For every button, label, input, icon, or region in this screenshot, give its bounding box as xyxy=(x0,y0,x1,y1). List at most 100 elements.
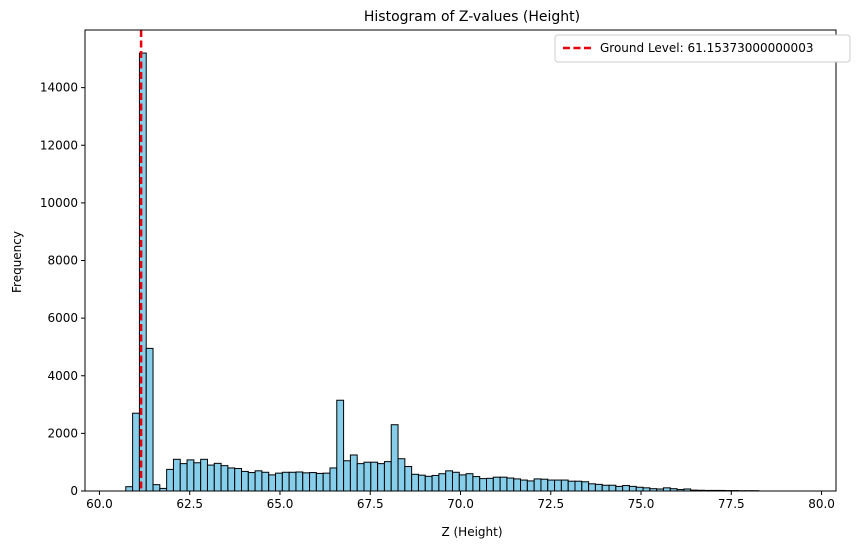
x-axis-ticks: 60.0 62.5 65.0 67.5 70.0 72.5 75.0 77.5 80.0 xyxy=(86,491,835,511)
histogram-bar xyxy=(329,467,338,492)
histogram-bar xyxy=(554,479,562,492)
y-tick-label: 14000 xyxy=(40,81,78,95)
histogram-bar xyxy=(309,472,317,492)
histogram-bar xyxy=(241,470,249,492)
histogram-bar xyxy=(397,458,406,492)
histogram-bar xyxy=(166,468,174,492)
histogram-bar xyxy=(172,458,181,492)
legend-box xyxy=(554,34,851,63)
y-tick-label: 6000 xyxy=(47,311,78,325)
histogram-bar xyxy=(499,476,508,492)
histogram-bar xyxy=(186,459,195,492)
y-tick-label: 0 xyxy=(70,484,78,498)
histogram-bar xyxy=(213,462,222,492)
histogram-bar xyxy=(152,484,161,492)
y-tick-label: 2000 xyxy=(47,426,78,440)
histogram-bar xyxy=(193,462,202,492)
x-tick-label: 60.0 xyxy=(86,497,113,511)
x-tick-label: 70.0 xyxy=(447,497,474,511)
histogram-bar xyxy=(275,472,283,492)
histogram-bar xyxy=(465,473,474,492)
histogram-bar xyxy=(336,399,345,492)
histogram-bar xyxy=(594,483,603,492)
x-tick-label: 72.5 xyxy=(537,497,564,511)
histogram-bar xyxy=(567,480,576,492)
histogram-bar xyxy=(234,468,243,492)
y-tick-label: 8000 xyxy=(47,254,78,268)
histogram-bar xyxy=(302,472,311,492)
histogram-bar xyxy=(370,461,379,492)
legend-label: Ground Level: 61.15373000000003 xyxy=(600,41,813,55)
x-tick-label: 75.0 xyxy=(628,497,655,511)
histogram-bar xyxy=(356,463,365,492)
histogram-bar xyxy=(363,461,372,492)
y-axis-label: Frequency xyxy=(10,231,24,293)
histogram-bar xyxy=(424,475,433,492)
histogram-bar xyxy=(200,458,208,492)
histogram-bar xyxy=(145,347,154,492)
histogram-bar xyxy=(349,454,358,492)
histogram-bar xyxy=(513,478,522,492)
histogram-bar xyxy=(431,474,440,492)
histogram-bar xyxy=(506,477,515,492)
histogram-bar xyxy=(343,460,351,492)
y-tick-label: 4000 xyxy=(47,369,78,383)
histogram-bar xyxy=(206,464,215,492)
x-tick-label: 65.0 xyxy=(267,497,294,511)
x-tick-label: 80.0 xyxy=(808,497,835,511)
histogram-bar xyxy=(445,470,453,492)
histogram-bar xyxy=(526,480,535,492)
histogram-bar xyxy=(179,463,188,492)
histogram-bar xyxy=(622,485,630,492)
x-tick-label: 62.5 xyxy=(176,497,203,511)
histogram-bar xyxy=(281,471,290,492)
x-tick-label: 77.5 xyxy=(718,497,745,511)
histogram-bar xyxy=(451,471,460,492)
histogram-bar xyxy=(486,477,494,492)
histogram-bar xyxy=(520,479,528,492)
histogram-bar xyxy=(254,470,263,492)
histogram-bar xyxy=(268,474,277,492)
histogram-bar xyxy=(581,481,590,492)
y-tick-label: 10000 xyxy=(40,196,78,210)
histogram-bar xyxy=(411,473,419,492)
x-axis-label: Z (Height) xyxy=(441,525,502,539)
histogram-bar xyxy=(383,461,392,492)
histogram-bar xyxy=(547,479,556,492)
histogram-bar xyxy=(458,474,467,492)
histogram-bar xyxy=(261,471,270,492)
histogram-bar xyxy=(417,474,426,492)
histogram-bar xyxy=(472,476,481,492)
histogram-bar xyxy=(377,463,385,492)
histogram-bar xyxy=(322,472,331,492)
histogram-bar xyxy=(125,486,134,492)
y-axis-ticks: 0 2000 4000 6000 8000 10000 12000 14000 xyxy=(40,81,85,498)
histogram-bar xyxy=(288,471,297,492)
bars-group xyxy=(125,52,760,492)
histogram-bar xyxy=(390,424,399,492)
chart-title: Histogram of Z-values (Height) xyxy=(364,9,580,25)
histogram-bar xyxy=(227,467,236,492)
histogram-bar xyxy=(635,486,644,492)
histogram-bar xyxy=(540,478,549,492)
histogram-bar xyxy=(560,479,569,492)
legend: Ground Level: 61.15373000000003 xyxy=(554,34,851,63)
histogram-bar xyxy=(315,472,324,492)
histogram-bar xyxy=(132,412,140,492)
histogram-bar xyxy=(628,485,637,492)
histogram-bar xyxy=(601,484,610,492)
histogram-bar xyxy=(404,466,413,492)
histogram-bar xyxy=(533,478,542,492)
x-tick-label: 67.5 xyxy=(357,497,384,511)
histogram-bar xyxy=(492,476,501,492)
histogram-bar xyxy=(438,473,447,492)
histogram-bar xyxy=(615,485,624,492)
histogram-bar xyxy=(247,472,256,492)
histogram-bar xyxy=(295,471,304,492)
histogram-bar xyxy=(608,484,617,492)
histogram-bar xyxy=(574,480,583,492)
y-tick-label: 12000 xyxy=(40,138,78,152)
histogram-bar xyxy=(479,478,488,492)
